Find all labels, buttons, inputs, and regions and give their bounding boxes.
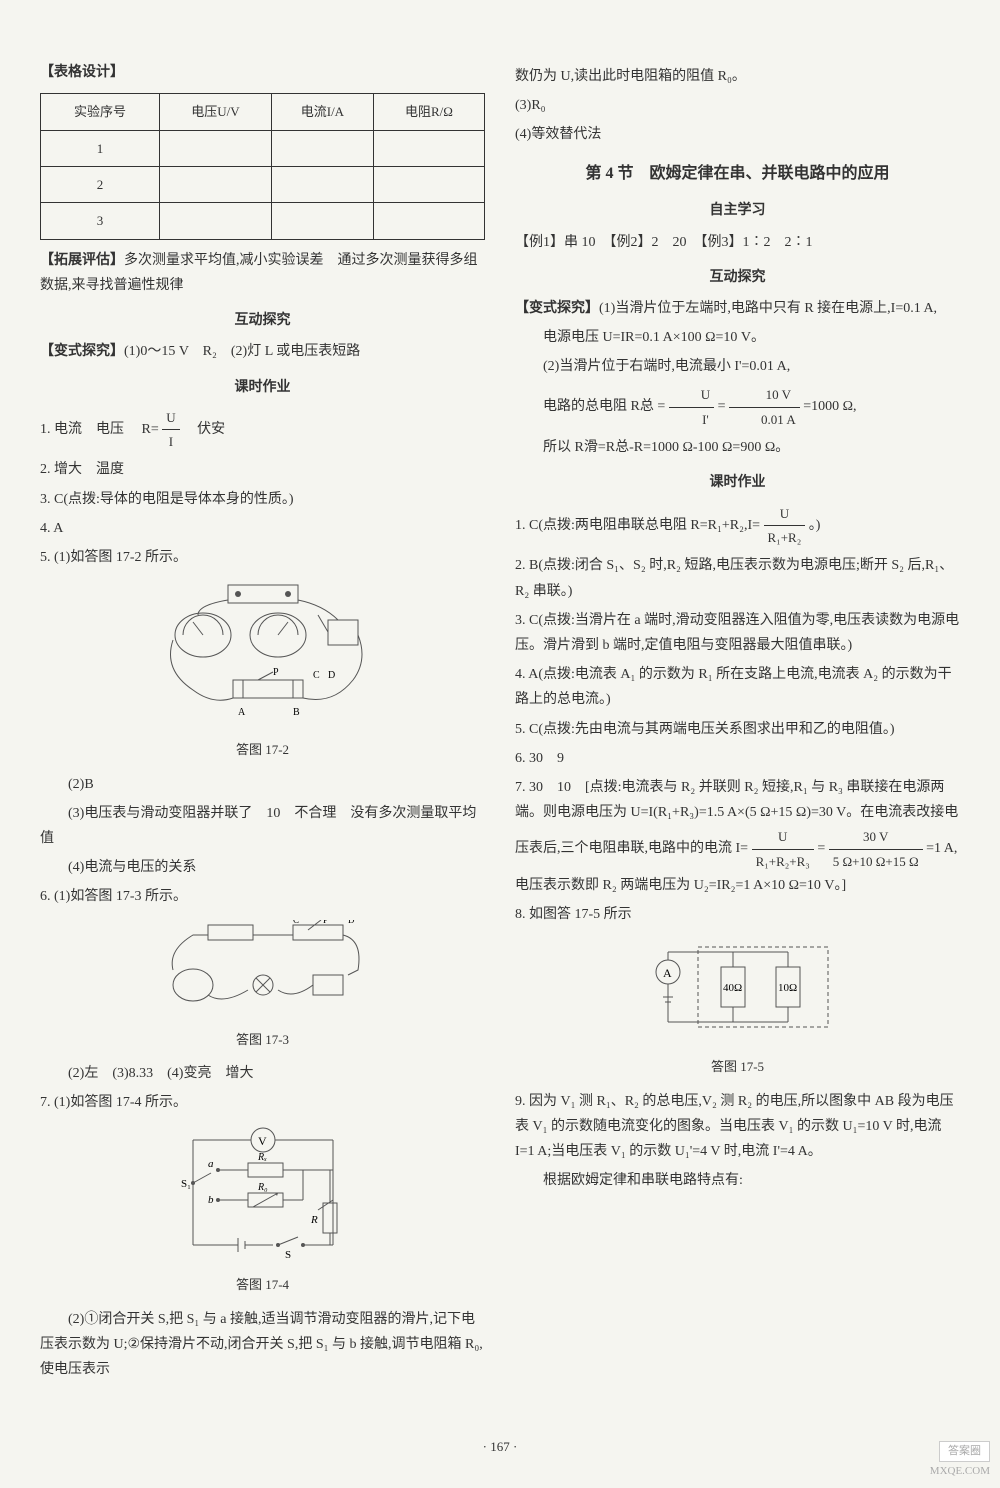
svg-text:P: P <box>323 920 328 925</box>
fraction: 30 V 5 Ω+10 Ω+15 Ω <box>829 825 923 873</box>
fraction: U I <box>162 406 179 454</box>
table-row: 3 <box>41 203 485 239</box>
circuit-diagram-icon: A 40Ω 10Ω <box>638 937 838 1047</box>
variation: 【变式探究】(1)当滑片位于左端时,电路中只有 R 接在电源上,I=0.1 A, <box>515 296 960 321</box>
page-number: · 167 · <box>483 1435 518 1458</box>
circuit-diagram-icon: V a Rₓ S₁ b R₀ <box>163 1125 363 1265</box>
figure-17-5: A 40Ω 10Ω 答图 17-5 <box>515 937 960 1078</box>
var-2: 电源电压 U=IR=0.1 A×100 Ω=10 V。 <box>515 325 960 350</box>
svg-text:R: R <box>310 1214 318 1226</box>
h5: 5. C(点拨:先由电流与其两端电压关系图求出甲和乙的电阻值。) <box>515 717 960 742</box>
var-4: 电路的总电阻 R总 = U I' = 10 V 0.01 A =1000 Ω, <box>515 383 960 431</box>
h7: 7. 30 10 [点拨:电流表与 R₂ 并联则 R₂ 短接,R₁ 与 R₃ 串… <box>515 775 960 898</box>
th-0: 实验序号 <box>41 94 160 130</box>
cont3: (4)等效替代法 <box>515 122 960 147</box>
fraction: U R₁+R₂ <box>764 502 806 550</box>
table-header-row: 实验序号 电压U/V 电流I/A 电阻R/Ω <box>41 94 485 130</box>
fraction: U I' <box>669 383 714 431</box>
section-4-title: 第 4 节 欧姆定律在串、并联电路中的应用 <box>515 160 960 189</box>
q4: 4. A <box>40 516 485 541</box>
svg-text:10Ω: 10Ω <box>778 982 797 994</box>
self-study-label: 自主学习 <box>515 198 960 223</box>
svg-text:a: a <box>208 1158 214 1170</box>
figure-17-2: A B P C D 答图 17-2 <box>40 580 485 761</box>
figure-caption: 答图 17-2 <box>40 738 485 761</box>
homework-label: 课时作业 <box>40 375 485 400</box>
right-column: 数仍为 U,读出此时电阻箱的阻值 R₀。 (3)R₀ (4)等效替代法 第 4 … <box>515 60 960 1386</box>
variation-text: 【变式探究】(1)0～15 V R₂ (2)灯 L 或电压表短路 <box>40 339 485 364</box>
h9: 9. 因为 V₁ 测 R₁、R₂ 的总电压,V₂ 测 R₂ 的电压,所以图象中 … <box>515 1089 960 1165</box>
q6-1: 6. (1)如答图 17-3 所示。 <box>40 884 485 909</box>
q5-4: (4)电流与电压的关系 <box>40 855 485 880</box>
circuit-diagram-icon: A B P C D <box>143 580 383 730</box>
left-column: 【表格设计】 实验序号 电压U/V 电流I/A 电阻R/Ω 1 2 3 【拓展评… <box>40 60 485 1386</box>
h1: 1. C(点拨:两电阻串联总电阻 R=R₁+R₂,I= U R₁+R₂ 。) <box>515 502 960 550</box>
evaluation-text: 【拓展评估】多次测量求平均值,减小实验误差 通过多次测量获得多组数据,来寻找普遍… <box>40 248 485 298</box>
svg-text:P: P <box>273 667 279 678</box>
q5-1: 5. (1)如答图 17-2 所示。 <box>40 545 485 570</box>
figure-17-4: V a Rₓ S₁ b R₀ <box>40 1125 485 1296</box>
var-3: (2)当滑片位于右端时,电流最小 I'=0.01 A, <box>515 354 960 379</box>
watermark: 答案圈 MXQE.COM <box>930 1441 990 1478</box>
watermark-text-1: 答案圈 <box>939 1441 990 1461</box>
svg-text:V: V <box>258 1134 267 1148</box>
q6-2: (2)左 (3)8.33 (4)变亮 增大 <box>40 1061 485 1086</box>
svg-text:B: B <box>293 707 300 718</box>
svg-text:A: A <box>663 966 672 980</box>
q5-2: (2)B <box>40 772 485 797</box>
h4: 4. A(点拨:电流表 A₁ 的示数为 R₁ 所在支路上电流,电流表 A₂ 的示… <box>515 662 960 712</box>
table-row: 2 <box>41 166 485 202</box>
q5-3: (3)电压表与滑动变阻器并联了 10 不合理 没有多次测量取平均值 <box>40 801 485 851</box>
fraction: U R₁+R₂+R₃ <box>752 825 814 873</box>
svg-text:D: D <box>348 920 355 925</box>
th-1: 电压U/V <box>159 94 271 130</box>
svg-text:S: S <box>285 1249 291 1261</box>
th-2: 电流I/A <box>271 94 373 130</box>
watermark-text-2: MXQE.COM <box>930 1465 990 1477</box>
svg-text:A: A <box>238 707 246 718</box>
svg-text:Rₓ: Rₓ <box>257 1152 267 1163</box>
homework-label: 课时作业 <box>515 470 960 495</box>
q3: 3. C(点拨:导体的电阻是导体本身的性质。) <box>40 487 485 512</box>
svg-text:D: D <box>328 670 335 681</box>
svg-text:R₀: R₀ <box>257 1182 268 1193</box>
h9b: 根据欧姆定律和串联电路特点有: <box>515 1168 960 1193</box>
q2: 2. 增大 温度 <box>40 457 485 482</box>
q1: 1. 电流 电压 R= U I 伏安 <box>40 406 485 454</box>
figure-caption: 答图 17-4 <box>40 1273 485 1296</box>
interactive-label: 互动探究 <box>515 265 960 290</box>
svg-text:C: C <box>293 920 299 925</box>
table-design-label: 【表格设计】 <box>40 60 485 85</box>
fraction: 10 V 0.01 A <box>729 383 800 431</box>
svg-text:b: b <box>208 1194 214 1206</box>
experiment-table: 实验序号 电压U/V 电流I/A 电阻R/Ω 1 2 3 <box>40 93 485 240</box>
h6: 6. 30 9 <box>515 746 960 771</box>
h3: 3. C(点拨:当滑片在 a 端时,滑动变阻器连入阻值为零,电压表读数为电源电压… <box>515 608 960 658</box>
examples: 【例1】串 10 【例2】2 20 【例3】1∶2 2∶1 <box>515 230 960 255</box>
page-content: 【表格设计】 实验序号 电压U/V 电流I/A 电阻R/Ω 1 2 3 【拓展评… <box>40 60 960 1386</box>
q7-2: (2)①闭合开关 S,把 S₁ 与 a 接触,适当调节滑动变阻器的滑片,记下电压… <box>40 1307 485 1383</box>
figure-caption: 答图 17-3 <box>40 1028 485 1051</box>
figure-17-3: C P D 答图 17-3 <box>40 920 485 1051</box>
var-5: 所以 R滑=R总-R=1000 Ω-100 Ω=900 Ω。 <box>515 435 960 460</box>
cont2: (3)R₀ <box>515 93 960 118</box>
cont1: 数仍为 U,读出此时电阻箱的阻值 R₀。 <box>515 64 960 89</box>
q7-1: 7. (1)如答图 17-4 所示。 <box>40 1090 485 1115</box>
th-3: 电阻R/Ω <box>373 94 484 130</box>
svg-text:C: C <box>313 670 320 681</box>
svg-text:S₁: S₁ <box>181 1178 191 1190</box>
svg-text:40Ω: 40Ω <box>723 982 742 994</box>
h8: 8. 如图答 17-5 所示 <box>515 902 960 927</box>
circuit-diagram-icon: C P D <box>153 920 373 1020</box>
h2: 2. B(点拨:闭合 S₁、S₂ 时,R₂ 短路,电压表示数为电源电压;断开 S… <box>515 553 960 603</box>
figure-caption: 答图 17-5 <box>515 1055 960 1078</box>
table-row: 1 <box>41 130 485 166</box>
interactive-label: 互动探究 <box>40 308 485 333</box>
